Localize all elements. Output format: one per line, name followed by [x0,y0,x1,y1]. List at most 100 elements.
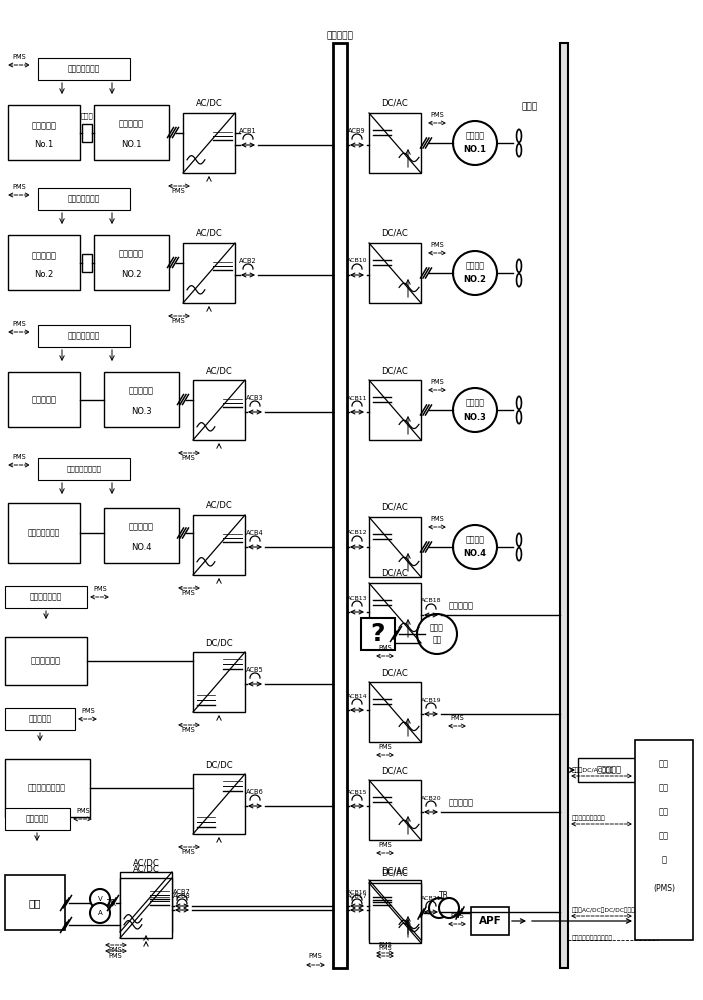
Text: AC/DC: AC/DC [205,501,233,510]
Bar [38,58,130,80]
Text: DC/AC: DC/AC [382,99,408,108]
Text: 永磁发电机: 永磁发电机 [119,250,144,259]
Text: TR: TR [439,890,449,900]
Text: ACB8: ACB8 [173,893,191,899]
Text: DC/AC: DC/AC [382,366,408,375]
Text: PMS: PMS [430,112,444,118]
Ellipse shape [517,548,522,561]
Text: PMS: PMS [12,184,26,190]
Bar [94,235,169,290]
Text: PMS: PMS [430,379,444,385]
Text: PMS: PMS [108,947,122,953]
Text: TR: TR [107,898,117,908]
Bar [369,880,421,940]
Bar [369,380,421,440]
Text: PMS: PMS [378,842,392,848]
Bar [5,637,87,685]
Text: DC/AC: DC/AC [382,866,408,875]
Circle shape [453,388,497,432]
Text: 柴油发电控制器: 柴油发电控制器 [67,194,101,204]
Circle shape [453,251,497,295]
Bar [5,875,65,930]
Text: 监控: 监控 [659,760,669,768]
Text: 风力发电控制器: 风力发电控制器 [67,332,101,340]
Text: NO.1: NO.1 [463,145,486,154]
Text: ?: ? [370,622,385,646]
Text: (PMS): (PMS) [653,884,675,892]
Text: 永磁发电机: 永磁发电机 [129,523,154,532]
Text: DC/AC: DC/AC [382,668,408,677]
Text: PMS: PMS [12,54,26,60]
Text: 波浪能转换机构: 波浪能转换机构 [28,528,60,538]
Bar [369,243,421,303]
Text: AC/DC: AC/DC [205,366,233,375]
Text: NO.2: NO.2 [463,275,486,284]
Text: V: V [98,896,103,902]
Text: 岸电: 岸电 [29,898,41,908]
Bar [471,907,509,935]
Bar [120,878,172,938]
Ellipse shape [517,533,522,546]
Text: 船舶柴油机: 船舶柴油机 [32,121,56,130]
Bar [193,380,245,440]
Text: 主推电机: 主推电机 [465,261,484,270]
Text: ACB2: ACB2 [239,258,257,264]
Circle shape [453,525,497,569]
Text: PMS: PMS [378,744,392,750]
Bar [5,808,70,830]
Bar [38,188,130,210]
Bar [5,586,87,608]
Text: APF: APF [479,916,501,926]
Circle shape [439,898,459,918]
Text: 统: 统 [662,856,666,864]
Text: PMS: PMS [450,913,464,919]
Bar [38,458,130,480]
Text: PMS: PMS [76,808,90,814]
Text: ACB18: ACB18 [421,598,441,603]
Text: No.1: No.1 [34,140,53,149]
Bar [369,780,421,840]
Text: 联轴节: 联轴节 [81,112,93,119]
Text: NO.2: NO.2 [121,270,142,279]
Text: 永磁发电机: 永磁发电机 [119,120,144,129]
Text: 蓄电池组储能系统: 蓄电池组储能系统 [28,784,66,792]
Text: AC/DC: AC/DC [133,864,160,873]
Bar [8,372,80,427]
Bar [369,583,421,643]
Text: ACB4: ACB4 [246,530,264,536]
Text: ACB15: ACB15 [347,790,367,794]
Text: NO.1: NO.1 [121,140,142,149]
Text: 舵侧电机: 舵侧电机 [465,398,484,408]
Bar [8,105,80,160]
Ellipse shape [517,396,522,409]
Bar [369,883,421,943]
Bar [361,618,395,650]
Text: ACB7: ACB7 [173,889,191,895]
Bar [82,123,92,141]
Text: ACB13: ACB13 [347,595,367,600]
Bar [38,325,130,347]
Bar [193,515,245,575]
Text: 波浪能发电控制器: 波浪能发电控制器 [67,466,101,472]
Ellipse shape [517,411,522,424]
Bar [369,682,421,742]
Text: 源管: 源管 [659,808,669,816]
Text: PMS: PMS [378,945,392,951]
Text: DC/AC: DC/AC [382,869,408,878]
Text: DC/AC: DC/AC [382,503,408,512]
Text: PMS: PMS [378,942,392,948]
Bar [183,113,235,173]
Bar [369,113,421,173]
Bar [94,105,169,160]
Text: NO.3: NO.3 [131,407,152,416]
Text: ACB16: ACB16 [347,890,367,894]
Bar [635,740,693,940]
Text: PMS: PMS [81,708,95,714]
Text: ACB5: ACB5 [246,667,264,673]
Bar [560,43,568,968]
Bar [104,372,179,427]
Text: PMS: PMS [181,590,195,596]
Text: PMS: PMS [450,715,464,721]
Text: 来自交直流母线排检测线: 来自交直流母线排检测线 [572,935,613,941]
Text: DC/DC: DC/DC [205,760,233,769]
